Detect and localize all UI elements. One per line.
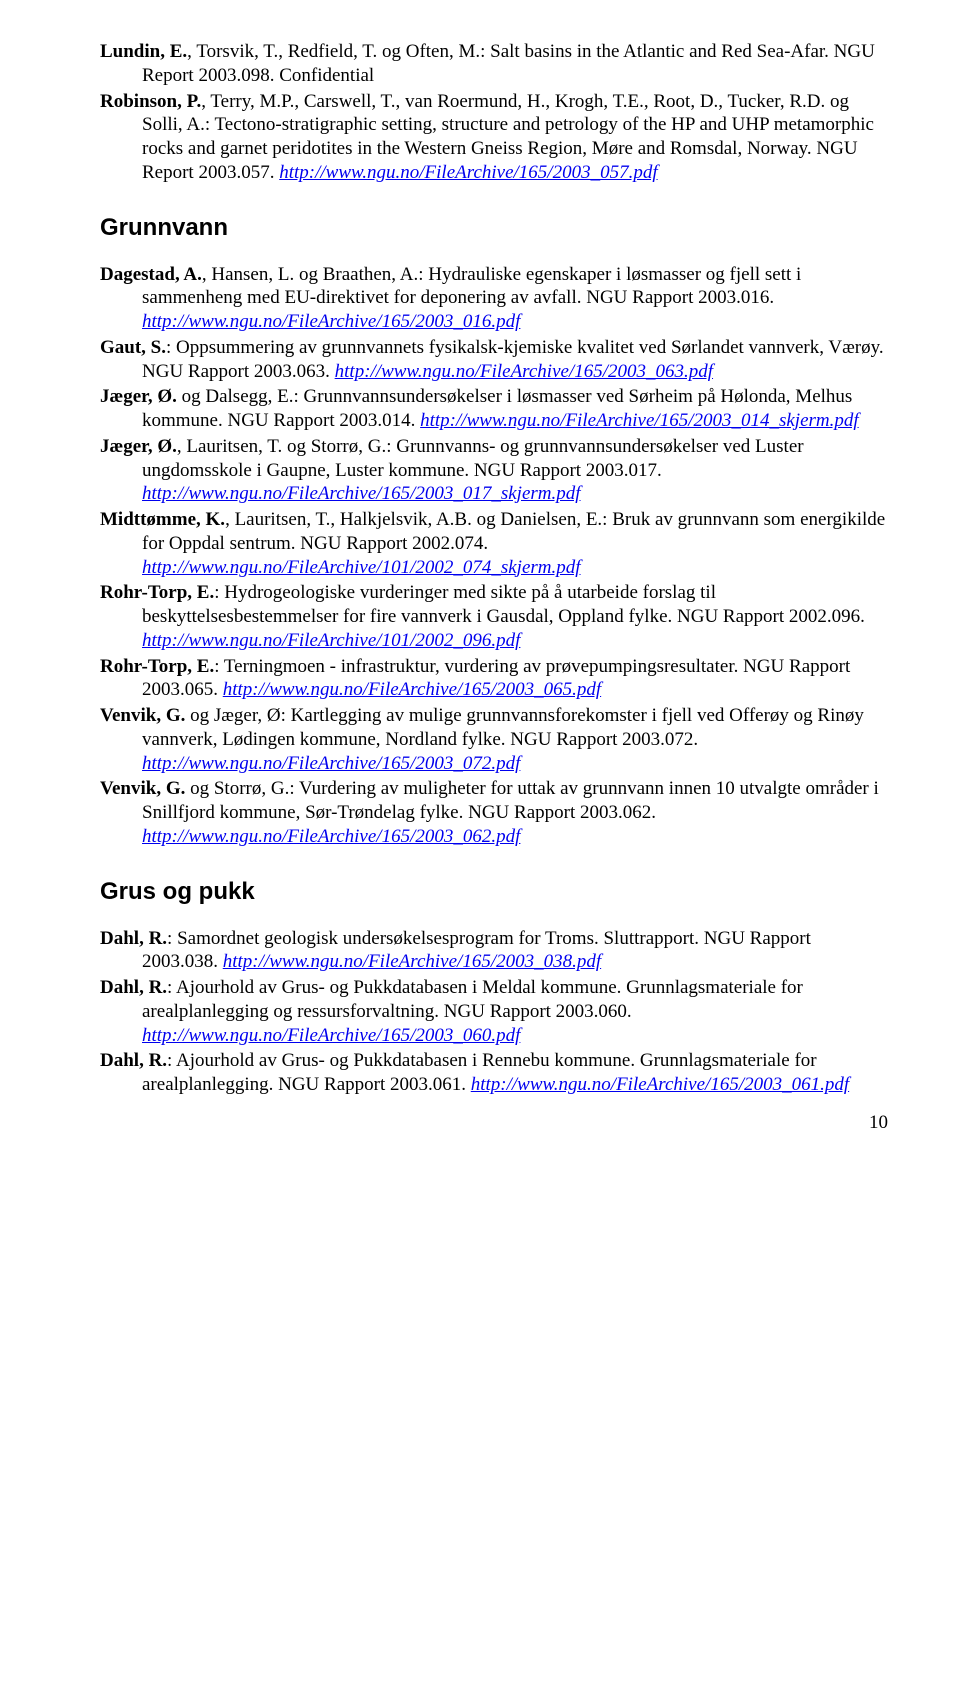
page-number: 10 — [100, 1111, 888, 1135]
entry-authors: Dahl, R. — [100, 1050, 167, 1071]
grunnvann-entry: Venvik, G. og Storrø, G.: Vurdering av m… — [100, 777, 888, 848]
entry-text: , Hansen, L. og Braathen, A.: Hydraulisk… — [142, 264, 801, 309]
grus-og-pukk-entry: Dahl, R.: Ajourhold av Grus- og Pukkdata… — [100, 976, 888, 1047]
entry-link[interactable]: http://www.ngu.no/FileArchive/101/2002_0… — [142, 630, 520, 651]
grunnvann-entry: Rohr-Torp, E.: Terningmoen - infrastrukt… — [100, 655, 888, 703]
entry-text: : Hydrogeologiske vurderinger med sikte … — [142, 582, 865, 627]
grunnvann-entry: Venvik, G. og Jæger, Ø: Kartlegging av m… — [100, 704, 888, 775]
section-heading-grus-og-pukk: Grus og pukk — [100, 877, 888, 907]
grus-og-pukk-entries-block: Dahl, R.: Samordnet geologisk undersøkel… — [100, 927, 888, 1097]
grunnvann-entry: Jæger, Ø., Lauritsen, T. og Storrø, G.: … — [100, 435, 888, 506]
grunnvann-entry: Gaut, S.: Oppsummering av grunnvannets f… — [100, 336, 888, 384]
entry-authors: Dagestad, A. — [100, 264, 202, 285]
entry-text: , Lauritsen, T., Halkjelsvik, A.B. og Da… — [142, 509, 885, 554]
entry-authors: Lundin, E. — [100, 41, 187, 62]
entry-link[interactable]: http://www.ngu.no/FileArchive/165/2003_0… — [142, 753, 520, 774]
entry-authors: Jæger, Ø. — [100, 436, 177, 457]
entry-authors: Jæger, Ø. — [100, 386, 177, 407]
entry-text: , Lauritsen, T. og Storrø, G.: Grunnvann… — [142, 436, 804, 481]
entry-link[interactable]: http://www.ngu.no/FileArchive/165/2003_0… — [142, 826, 520, 847]
entry-text: : Ajourhold av Grus- og Pukkdatabasen i … — [142, 977, 803, 1022]
entry-text: og Jæger, Ø: Kartlegging av mulige grunn… — [142, 705, 864, 750]
entry-text: , Torsvik, T., Redfield, T. og Often, M.… — [142, 41, 875, 86]
grunnvann-entry: Rohr-Torp, E.: Hydrogeologiske vurdering… — [100, 581, 888, 652]
entry-authors: Midttømme, K. — [100, 509, 225, 530]
top-entry: Robinson, P., Terry, M.P., Carswell, T.,… — [100, 90, 888, 185]
entry-authors: Dahl, R. — [100, 928, 167, 949]
grus-og-pukk-entry: Dahl, R.: Ajourhold av Grus- og Pukkdata… — [100, 1049, 888, 1097]
entry-authors: Rohr-Torp, E. — [100, 656, 214, 677]
grunnvann-entry: Midttømme, K., Lauritsen, T., Halkjelsvi… — [100, 508, 888, 579]
entry-link[interactable]: http://www.ngu.no/FileArchive/165/2003_0… — [142, 311, 520, 332]
entry-text: og Storrø, G.: Vurdering av muligheter f… — [142, 778, 879, 823]
entry-authors: Rohr-Torp, E. — [100, 582, 214, 603]
entry-link[interactable]: http://www.ngu.no/FileArchive/165/2003_0… — [223, 679, 601, 700]
entry-link[interactable]: http://www.ngu.no/FileArchive/165/2003_0… — [142, 1025, 520, 1046]
top-entry: Lundin, E., Torsvik, T., Redfield, T. og… — [100, 40, 888, 88]
top-entries-block: Lundin, E., Torsvik, T., Redfield, T. og… — [100, 40, 888, 185]
section-heading-grunnvann: Grunnvann — [100, 213, 888, 243]
entry-link[interactable]: http://www.ngu.no/FileArchive/165/2003_0… — [223, 951, 601, 972]
entry-link[interactable]: http://www.ngu.no/FileArchive/165/2003_0… — [279, 162, 657, 183]
entry-authors: Dahl, R. — [100, 977, 167, 998]
grunnvann-entry: Jæger, Ø. og Dalsegg, E.: Grunnvannsunde… — [100, 385, 888, 433]
entry-link[interactable]: http://www.ngu.no/FileArchive/165/2003_0… — [335, 361, 713, 382]
entry-authors: Venvik, G. — [100, 705, 185, 726]
grus-og-pukk-entry: Dahl, R.: Samordnet geologisk undersøkel… — [100, 927, 888, 975]
entry-link[interactable]: http://www.ngu.no/FileArchive/165/2003_0… — [420, 410, 859, 431]
entry-authors: Robinson, P. — [100, 91, 201, 112]
entry-link[interactable]: http://www.ngu.no/FileArchive/165/2003_0… — [471, 1074, 849, 1095]
grunnvann-entry: Dagestad, A., Hansen, L. og Braathen, A.… — [100, 263, 888, 334]
grunnvann-entries-block: Dagestad, A., Hansen, L. og Braathen, A.… — [100, 263, 888, 849]
entry-link[interactable]: http://www.ngu.no/FileArchive/101/2002_0… — [142, 557, 581, 578]
entry-link[interactable]: http://www.ngu.no/FileArchive/165/2003_0… — [142, 483, 581, 504]
entry-authors: Venvik, G. — [100, 778, 185, 799]
entry-authors: Gaut, S. — [100, 337, 166, 358]
